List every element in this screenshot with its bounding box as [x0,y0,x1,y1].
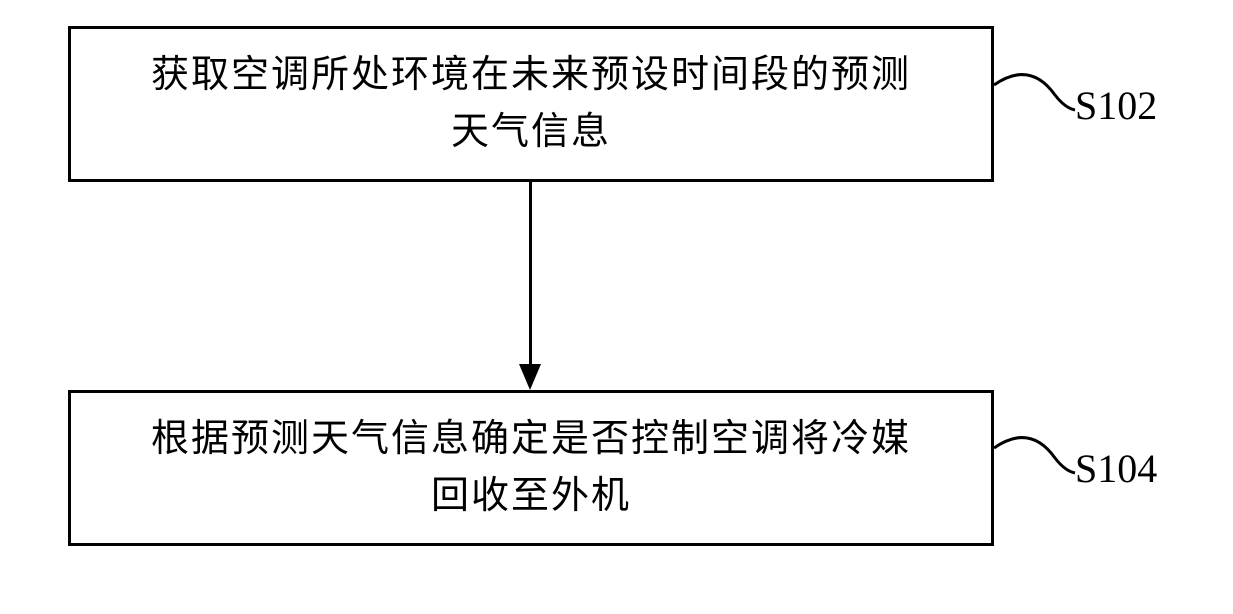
arrow-line-1 [529,182,532,364]
step-label-2: S104 [1075,445,1157,492]
connector-curve-2 [994,438,1075,473]
step-text-1: 获取空调所处环境在未来预设时间段的预测天气信息 [151,47,911,161]
step-text-2: 根据预测天气信息确定是否控制空调将冷媒回收至外机 [151,411,911,525]
arrow-head-1 [519,364,541,390]
connector-curve-1 [994,75,1075,110]
step-label-1: S102 [1075,82,1157,129]
step-box-1: 获取空调所处环境在未来预设时间段的预测天气信息 [68,26,994,182]
step-box-2: 根据预测天气信息确定是否控制空调将冷媒回收至外机 [68,390,994,546]
flowchart-container: 获取空调所处环境在未来预设时间段的预测天气信息 S102 根据预测天气信息确定是… [0,0,1233,614]
